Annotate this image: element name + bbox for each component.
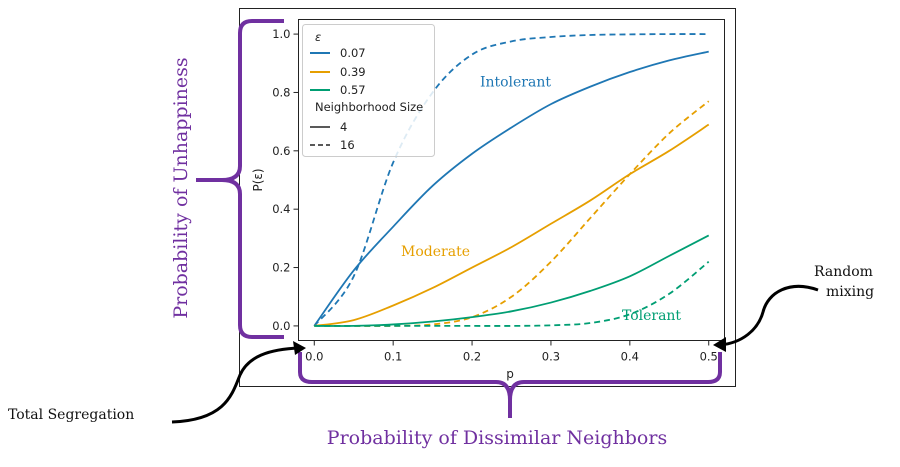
y-tick-label: 0.6 [272,144,290,158]
x-tick-label: 0.5 [700,350,718,364]
x-tick-label: 0.3 [542,350,560,364]
legend-label-size-16: 16 [340,138,355,152]
x-tick-label: 0.1 [384,350,402,364]
y-tick-label: 1.0 [272,27,290,41]
legend-box [302,24,435,157]
legend-label-size-4: 4 [340,120,347,134]
y-brace-label: Probability of Unhappiness [170,57,192,318]
random-mixing-label-line1: Random [814,264,873,280]
annotation-moderate: Moderate [401,244,470,260]
y-axis-title: P(ε) [251,168,265,191]
random-mixing-label-line2: mixing [826,284,874,300]
random-mixing-arrow [719,284,819,347]
x-tick-label: 0.4 [621,350,639,364]
legend-epsilon-title: ε [315,30,321,44]
total-segregation-label: Total Segregation [8,407,134,423]
legend-label-eps-007: 0.07 [340,46,366,60]
legend-label-eps-039: 0.39 [340,65,366,79]
axis-ticks: 0.0 0.1 0.2 0.3 0.4 0.5 0.0 0.2 0.4 0.6 0.8 1.0 [272,27,718,363]
annotation-tolerant: Tolerant [622,308,681,324]
series-line-eps-007-size-4 [313,50,709,327]
y-tick-label: 0.8 [272,85,290,99]
x-tick-label: 0.0 [305,350,323,364]
axes-box [298,19,725,341]
series-line-eps-057-size-4 [314,234,710,327]
random-mixing-arrowhead [713,337,726,352]
x-tick-label: 0.2 [463,350,481,364]
series-lines [313,33,710,327]
annotation-intolerant: Intolerant [480,75,551,91]
y-tick-label: 0.2 [272,261,290,275]
x-brace-label: Probability of Dissimilar Neighbors [327,427,667,449]
total-segregation-arrow [171,346,301,424]
series-line-eps-039-size-16 [314,100,710,327]
legend-size-title: Neighborhood Size [315,100,423,114]
y-tick-label: 0.4 [272,202,290,216]
legend-label-eps-057: 0.57 [340,83,366,97]
series-line-eps-039-size-4 [314,123,710,327]
legend: ε 0.07 0.39 0.57 Neighborhood Size 4 16 [302,24,435,157]
series-line-eps-007-size-16 [313,33,709,327]
total-segregation-arrowhead [293,341,306,355]
y-tick-label: 0.0 [272,319,290,333]
x-axis-title: p [506,367,514,381]
